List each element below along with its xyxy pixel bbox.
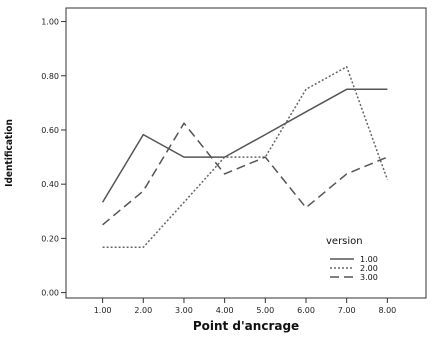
legend-title: version	[326, 236, 363, 247]
y-tick-label: 0.20	[41, 234, 59, 243]
x-tick-label: 5.00	[256, 306, 274, 315]
x-tick-label: 6.00	[297, 306, 315, 315]
y-tick-label: 1.00	[41, 18, 59, 27]
x-axis: 1.00 2.00 3.00 4.00 5.00 6.00 7.00 8.00	[94, 298, 396, 315]
legend-label-3: 3.00	[360, 273, 378, 282]
y-tick-label: 0.60	[41, 126, 59, 135]
legend: version 1.002.003.00	[326, 236, 378, 282]
y-axis-title: Identification	[4, 119, 15, 187]
series-lines	[101, 66, 389, 249]
x-axis-title: Point d'ancrage	[193, 319, 299, 333]
x-tick-label: 4.00	[216, 306, 234, 315]
x-tick-label: 2.00	[134, 306, 152, 315]
y-axis: 0.00 0.20 0.40 0.60 0.80 1.00	[41, 18, 66, 298]
legend-label-2: 2.00	[360, 264, 378, 273]
series-line-3	[102, 122, 388, 226]
series-line-1	[101, 88, 388, 203]
plot-frame	[65, 7, 427, 299]
x-tick-label: 3.00	[175, 306, 193, 315]
y-tick-label: 0.40	[41, 180, 59, 189]
x-tick-label: 7.00	[338, 306, 356, 315]
legend-label-1: 1.00	[360, 255, 378, 264]
x-tick-label: 1.00	[94, 306, 112, 315]
x-tick-label: 8.00	[378, 306, 396, 315]
y-tick-label: 0.00	[41, 289, 59, 298]
series-line-2	[102, 66, 389, 249]
y-tick-label: 0.80	[41, 72, 59, 81]
